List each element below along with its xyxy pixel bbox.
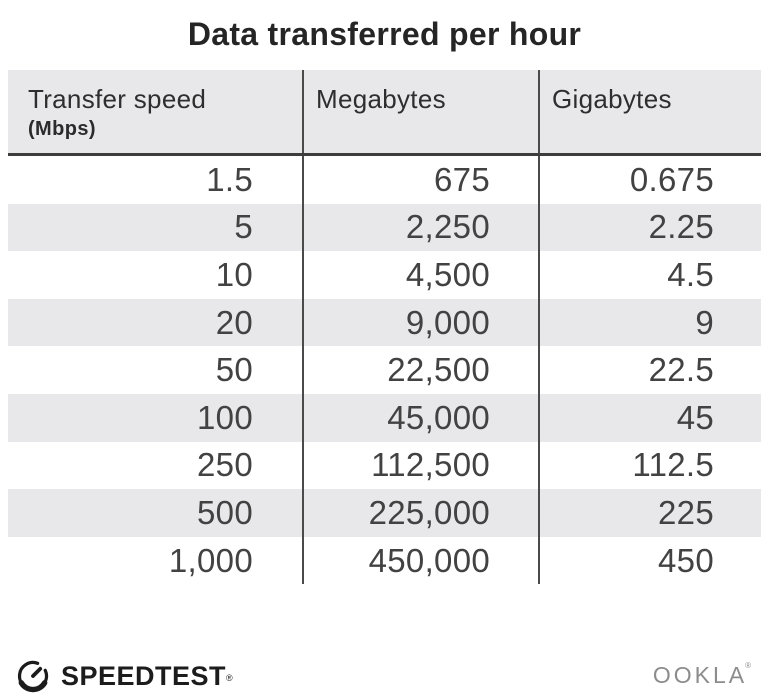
cell-megabytes: 112,500 (302, 441, 538, 490)
cell-gigabytes: 9 (538, 298, 761, 347)
cell-gigabytes: 4.5 (538, 251, 761, 299)
cell-speed: 250 (197, 446, 253, 484)
table-header-row: Transfer speed (Mbps) Megabytes Gigabyte… (8, 70, 761, 156)
table-row: 1.5 675 0.675 (8, 156, 761, 204)
cell-megabytes: 450,000 (302, 536, 538, 585)
cell-gigabytes: 45 (538, 393, 761, 442)
data-table: Transfer speed (Mbps) Megabytes Gigabyte… (8, 70, 761, 585)
cell-speed: 1,000 (168, 541, 253, 579)
header-megabytes: Megabytes (302, 70, 538, 153)
cell-gigabytes: 225 (538, 489, 761, 537)
cell-gigabytes: 450 (538, 536, 761, 585)
table-row: 250 112,500 112.5 (8, 441, 761, 490)
cell-megabytes: 2,250 (302, 203, 538, 252)
cell-speed: 20 (215, 303, 253, 341)
cell-megabytes: 22,500 (302, 346, 538, 394)
header-gigabytes: Gigabytes (538, 70, 761, 153)
header-transfer-speed: Transfer speed (Mbps) (8, 70, 302, 153)
cell-gigabytes: 0.675 (538, 156, 761, 204)
cell-gigabytes: 22.5 (538, 346, 761, 394)
header-transfer-speed-label: Transfer speed (28, 84, 207, 114)
cell-megabytes: 225,000 (302, 489, 538, 537)
cell-megabytes: 45,000 (302, 393, 538, 442)
speedtest-logo: SPEEDTEST ® (15, 658, 233, 694)
table-row: 5 2,250 2.25 (8, 203, 761, 252)
cell-speed: 500 (197, 493, 253, 531)
ookla-registered-mark: ® (745, 661, 751, 670)
page-title: Data transferred per hour (187, 16, 582, 52)
cell-speed: 1.5 (206, 160, 253, 198)
cell-speed: 100 (197, 398, 253, 436)
ookla-wordmark: OOKLA (652, 662, 748, 688)
cell-speed: 5 (234, 208, 253, 246)
table-row: 10 4,500 4.5 (8, 251, 761, 299)
cell-megabytes: 9,000 (302, 298, 538, 347)
cell-gigabytes: 2.25 (538, 203, 761, 252)
speedtest-gauge-icon (17, 660, 49, 693)
table-row: 100 45,000 45 (8, 393, 761, 442)
table-row: 500 225,000 225 (8, 489, 761, 537)
cell-megabytes: 675 (302, 156, 538, 204)
cell-speed: 10 (215, 255, 253, 293)
table-row: 50 22,500 22.5 (8, 346, 761, 394)
cell-speed: 50 (215, 351, 253, 389)
speedtest-registered-mark: ® (226, 673, 233, 683)
header-transfer-speed-unit: (Mbps) (28, 118, 96, 140)
cell-megabytes: 4,500 (302, 251, 538, 299)
speedtest-wordmark: SPEEDTEST (61, 660, 227, 691)
table-row: 1,000 450,000 450 (8, 536, 761, 585)
ookla-logo: OOKLA® (652, 661, 753, 689)
cell-gigabytes: 112.5 (538, 441, 761, 490)
table-row: 20 9,000 9 (8, 298, 761, 347)
